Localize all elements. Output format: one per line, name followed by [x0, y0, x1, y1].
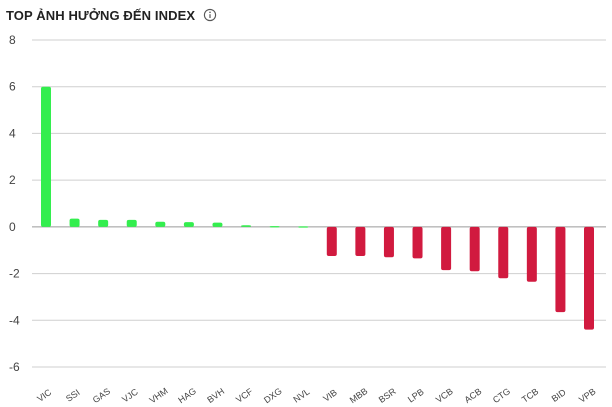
bar-vpb[interactable]: [584, 226, 594, 330]
bar-acb[interactable]: [469, 226, 480, 272]
x-tick-label: VCB: [434, 386, 455, 405]
bar-gas[interactable]: [98, 219, 109, 227]
x-tick-label: VIC: [35, 387, 53, 404]
grid-lines: [32, 39, 606, 368]
x-tick-label: MBB: [348, 386, 370, 405]
bar-tcb[interactable]: [526, 226, 537, 282]
x-tick-label: NVL: [291, 386, 311, 404]
x-tick-label: LPB: [406, 387, 426, 405]
y-tick-label: 6: [9, 80, 16, 94]
y-tick-label: 0: [9, 220, 16, 234]
x-tick-label: BID: [550, 387, 568, 404]
x-tick-label: CTG: [491, 386, 512, 405]
x-tick-label: DXG: [262, 386, 284, 405]
x-tick-label: VJC: [120, 386, 140, 404]
bar-vic[interactable]: [41, 86, 51, 227]
bar-mbb[interactable]: [355, 226, 366, 257]
y-tick-label: 4: [9, 126, 16, 140]
x-tick-label: HAG: [176, 386, 198, 405]
x-tick-label: VPB: [577, 386, 597, 405]
x-tick-label: VHM: [148, 386, 170, 406]
bar-hag[interactable]: [183, 222, 194, 227]
x-tick-label: ACB: [463, 386, 484, 405]
bar-bvh[interactable]: [212, 222, 223, 227]
x-tick-label: BSR: [377, 386, 398, 405]
y-tick-label: -6: [9, 360, 20, 374]
y-tick-label: -2: [9, 267, 20, 281]
bar-bsr[interactable]: [383, 226, 394, 258]
y-tick-label: 8: [9, 33, 16, 47]
bar-lpb[interactable]: [412, 226, 423, 259]
x-tick-label: SSI: [64, 387, 82, 404]
bar-vhm[interactable]: [155, 221, 166, 227]
x-tick-label: GAS: [91, 386, 112, 405]
bars: [41, 86, 594, 330]
bar-vjc[interactable]: [126, 219, 137, 227]
x-tick-label: VCF: [234, 386, 255, 405]
info-circle-icon[interactable]: [203, 8, 217, 22]
x-tick-label: TCB: [520, 386, 540, 405]
x-tick-label: VIB: [321, 387, 339, 404]
bar-vib[interactable]: [326, 226, 337, 257]
y-tick-label: 2: [9, 173, 16, 187]
chart-title: TOP ẢNH HƯỞNG ĐẾN INDEX: [6, 7, 196, 23]
bar-vcf[interactable]: [241, 225, 252, 227]
x-axis-ticks: VIC SSI GAS VJC VHM HAG BVH VCF DXG NVL VIB MBB BSR L…: [35, 386, 597, 406]
bar-dxg[interactable]: [269, 226, 280, 228]
x-tick-label: BVH: [205, 386, 226, 405]
chart-header: TOP ẢNH HƯỞNG ĐẾN INDEX: [6, 4, 217, 26]
y-tick-label: -4: [9, 313, 20, 327]
bar-bid[interactable]: [555, 226, 566, 313]
bar-vcb[interactable]: [441, 226, 452, 271]
bar-ctg[interactable]: [498, 226, 509, 279]
bar-ssi[interactable]: [69, 218, 80, 227]
y-axis-ticks: 8 6 4 2 0 -2 -4 -6: [9, 33, 20, 374]
bar-nvl[interactable]: [298, 226, 309, 228]
